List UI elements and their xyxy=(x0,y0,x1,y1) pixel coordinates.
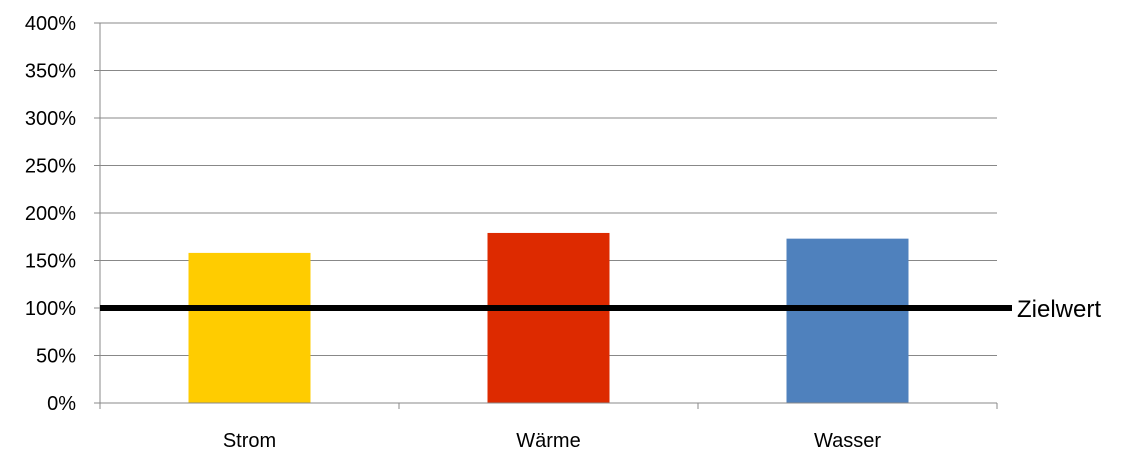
y-tick-label: 0% xyxy=(47,393,76,415)
y-tick-label: 300% xyxy=(25,108,76,130)
bar-strom xyxy=(188,252,311,403)
y-tick-label: 400% xyxy=(25,13,76,35)
target-label: Zielwert xyxy=(1017,296,1101,323)
y-tick-label: 150% xyxy=(25,251,76,273)
axes: 0% 50% 100% 150% 200% 250% 300% 350% 400% Strom Wä… xyxy=(25,13,998,450)
x-tick-label: Strom xyxy=(223,430,276,450)
y-tick-label: 350% xyxy=(25,61,76,83)
x-tick-label: Wasser xyxy=(814,430,881,450)
y-tick-label: 50% xyxy=(36,346,76,368)
y-tick-label: 250% xyxy=(25,156,76,178)
bar-wasser xyxy=(786,238,909,403)
y-tick-label: 200% xyxy=(25,203,76,225)
bar-wärme xyxy=(487,232,610,403)
bars xyxy=(188,232,909,403)
x-tick-label: Wärme xyxy=(516,430,580,450)
target-line-group: Zielwert xyxy=(100,296,1101,323)
y-tick-label: 100% xyxy=(25,298,76,320)
